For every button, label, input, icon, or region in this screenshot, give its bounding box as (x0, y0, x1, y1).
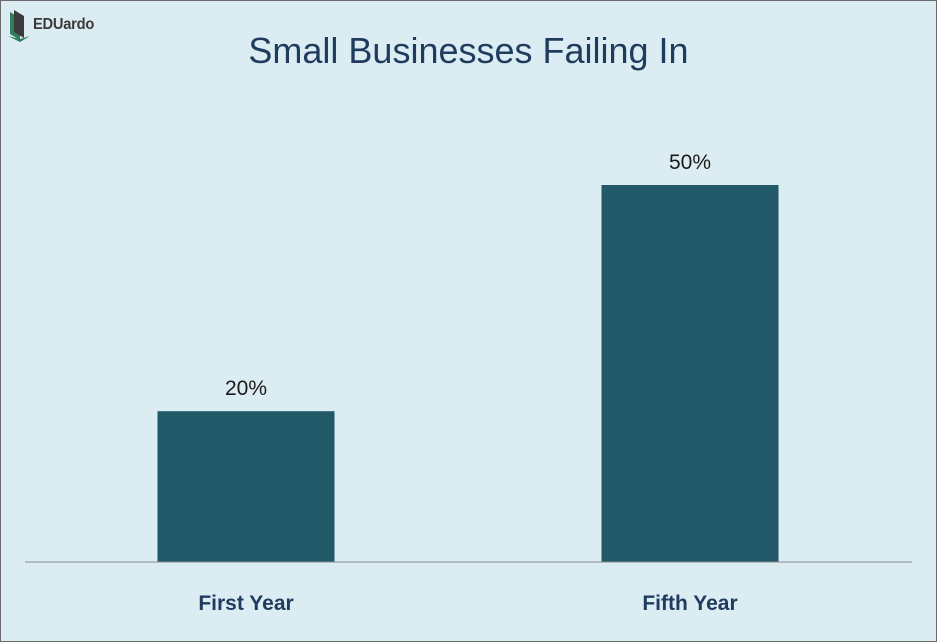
category-label: Fifth Year (642, 592, 737, 615)
logo: EDUardo (6, 8, 99, 42)
data-label: 50% (669, 151, 711, 174)
book-icon (6, 8, 32, 42)
logo-text: EDUardo (33, 16, 95, 33)
chart-title: Small Businesses Failing In (248, 30, 689, 71)
bar-fifth-year (601, 185, 779, 562)
category-label: First Year (198, 592, 293, 615)
bar-first-year (157, 411, 335, 562)
data-label: 20% (225, 377, 267, 400)
